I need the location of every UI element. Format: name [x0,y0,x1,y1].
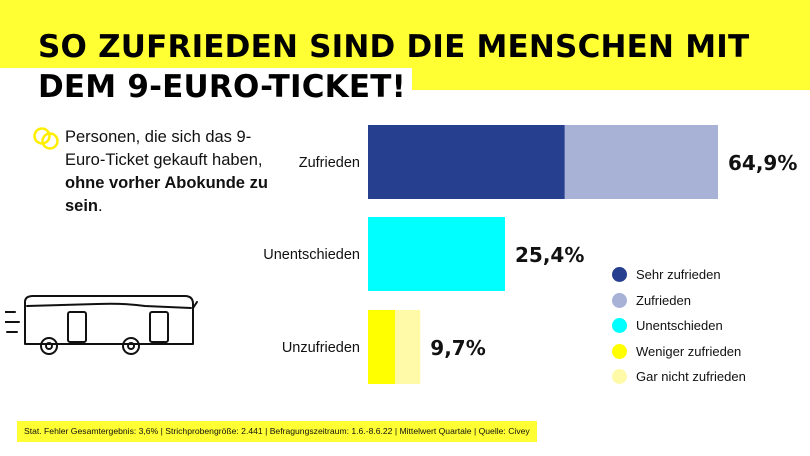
description-end: . [98,197,103,215]
value-label-unzufrieden: 9,7% [430,336,485,360]
bar-zufrieden-zufrieden [564,125,718,199]
value-label-zufrieden: 64,9% [728,151,797,175]
legend-swatch [612,369,627,384]
legend-label: Unentschieden [636,318,723,333]
legend-swatch [612,343,627,359]
category-label-unzufrieden: Unzufrieden [282,340,360,356]
bar-unzufrieden-weniger-zufrieden [368,310,395,384]
bar-zufrieden-sehr-zufrieden [368,125,565,199]
category-label-zufrieden: Zufrieden [299,155,360,171]
legend-label: Weniger zufrieden [636,343,742,359]
bar-unentschieden-unentschieden [368,217,505,291]
bus-icon [5,295,198,355]
legend-label: Zufrieden [636,292,691,308]
legend-label: Sehr zufrieden [636,267,721,282]
value-label-unentschieden: 25,4% [515,243,584,267]
legend-swatch [612,318,627,333]
rings-icon [33,127,59,150]
title-line-1: SO ZUFRIEDEN SIND DIE MENSCHEN MIT [38,29,750,65]
legend-swatch [612,292,627,308]
description-regular: Personen, die sich das 9-Euro-Ticket gek… [65,128,263,169]
category-label-unentschieden: Unentschieden [263,247,360,263]
legend-label: Gar nicht zufrieden [636,369,746,384]
title-line-2: DEM 9-EURO-TICKET! [0,68,412,109]
description-bold: ohne vorher Abokunde zu sein [65,174,268,215]
description: Personen, die sich das 9-Euro-Ticket gek… [65,126,285,218]
bar-unzufrieden-gar-nicht-zufrieden [395,310,421,384]
footer-note: Stat. Fehler Gesamtergebnis: 3,6% | Stri… [17,421,537,442]
legend-swatch [612,267,627,282]
